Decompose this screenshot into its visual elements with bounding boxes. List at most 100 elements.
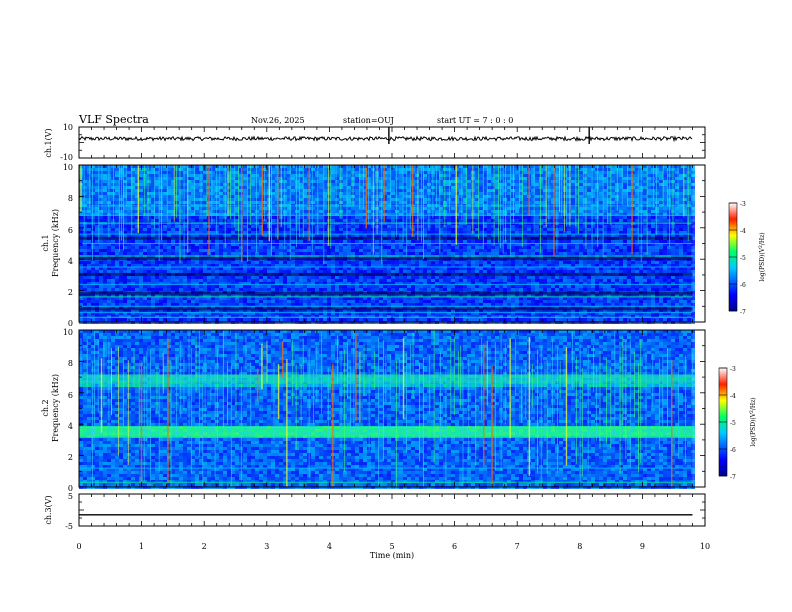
- spec-cell: [191, 312, 195, 315]
- spec-cell: [367, 294, 371, 297]
- spec-cell: [219, 300, 223, 303]
- spec-cell: [303, 231, 307, 234]
- spec-cell: [387, 171, 391, 174]
- spec-cell: [123, 189, 127, 192]
- spec-cell: [155, 261, 159, 264]
- spec-cell: [143, 318, 147, 321]
- spec-cell: [139, 213, 143, 216]
- spec-cell: [195, 285, 199, 288]
- spec-cell: [79, 270, 83, 273]
- spec-cell: [275, 279, 279, 282]
- spec-cell: [139, 234, 143, 237]
- spec-cell: [379, 243, 383, 246]
- spec-cell: [159, 240, 163, 243]
- spec-cell: [299, 174, 303, 177]
- spec-cell: [443, 228, 447, 231]
- spec-cell: [299, 276, 303, 279]
- spec-cell: [119, 231, 123, 234]
- spec-cell: [407, 288, 411, 291]
- spec-cell: [203, 207, 207, 210]
- spec-cell: [275, 264, 279, 267]
- spec-cell: [399, 315, 403, 318]
- spec-cell: [183, 174, 187, 177]
- spec-cell: [79, 276, 83, 279]
- spec-cell: [255, 294, 259, 297]
- spec-cell: [423, 192, 427, 195]
- spec-cell: [159, 165, 163, 168]
- spec-cell: [103, 183, 107, 186]
- spec-cell: [111, 279, 115, 282]
- spec-cell: [247, 300, 251, 303]
- spec-cell: [323, 270, 327, 273]
- spec-cell: [175, 219, 179, 222]
- spec-cell: [339, 276, 343, 279]
- spec-cell: [195, 249, 199, 252]
- spec-cell: [243, 267, 247, 270]
- spec-cell: [135, 174, 139, 177]
- spec-cell: [415, 300, 419, 303]
- spec-cell: [235, 246, 239, 249]
- spec-cell: [391, 207, 395, 210]
- spec-cell: [167, 246, 171, 249]
- spec-cell: [159, 246, 163, 249]
- spec-cell: [243, 201, 247, 204]
- spec-cell: [147, 192, 151, 195]
- spec-cell: [279, 312, 283, 315]
- spec-cell: [191, 195, 195, 198]
- spec-cell: [239, 177, 243, 180]
- spec-cell: [299, 180, 303, 183]
- spec-cell: [323, 279, 327, 282]
- spec-cell: [207, 309, 211, 312]
- spec-cell: [387, 195, 391, 198]
- spec-cell: [351, 240, 355, 243]
- spec-cell: [379, 246, 383, 249]
- spec-cell: [335, 270, 339, 273]
- spec-cell: [399, 216, 403, 219]
- spec-cell: [315, 282, 319, 285]
- spec-cell: [299, 183, 303, 186]
- spec-cell: [251, 246, 255, 249]
- spec-cell: [343, 213, 347, 216]
- spec-cell: [411, 288, 415, 291]
- spec-cell: [219, 249, 223, 252]
- spec-cell: [203, 270, 207, 273]
- spec-cell: [407, 303, 411, 306]
- spec-cell: [243, 174, 247, 177]
- spec-cell: [87, 276, 91, 279]
- spec-cell: [203, 288, 207, 291]
- spec-cell: [151, 183, 155, 186]
- spec-cell: [111, 171, 115, 174]
- spec-cell: [187, 315, 191, 318]
- spec-cell: [319, 267, 323, 270]
- spec-cell: [147, 186, 151, 189]
- spec-cell: [91, 243, 95, 246]
- spec-cell: [403, 198, 407, 201]
- spec-cell: [91, 285, 95, 288]
- spec-cell: [123, 279, 127, 282]
- spec-cell: [183, 303, 187, 306]
- spec-cell: [127, 198, 131, 201]
- spec-cell: [375, 288, 379, 291]
- spec-cell: [387, 300, 391, 303]
- spec-cell: [287, 285, 291, 288]
- spec-cell: [95, 210, 99, 213]
- spec-cell: [399, 303, 403, 306]
- spec-cell: [271, 183, 275, 186]
- spec-cell: [311, 297, 315, 300]
- spec-cell: [431, 252, 435, 255]
- spec-cell: [275, 285, 279, 288]
- spec-cell: [179, 243, 183, 246]
- spec-cell: [311, 243, 315, 246]
- spec-cell: [391, 318, 395, 321]
- spec-cell: [271, 171, 275, 174]
- spec-cell: [111, 267, 115, 270]
- spec-cell: [407, 312, 411, 315]
- spec-cell: [135, 264, 139, 267]
- spec-cell: [379, 234, 383, 237]
- spec-cell: [315, 177, 319, 180]
- spec-cell: [183, 171, 187, 174]
- spec-cell: [271, 234, 275, 237]
- spec-cell: [271, 318, 275, 321]
- spec-cell: [387, 207, 391, 210]
- spec-cell: [139, 207, 143, 210]
